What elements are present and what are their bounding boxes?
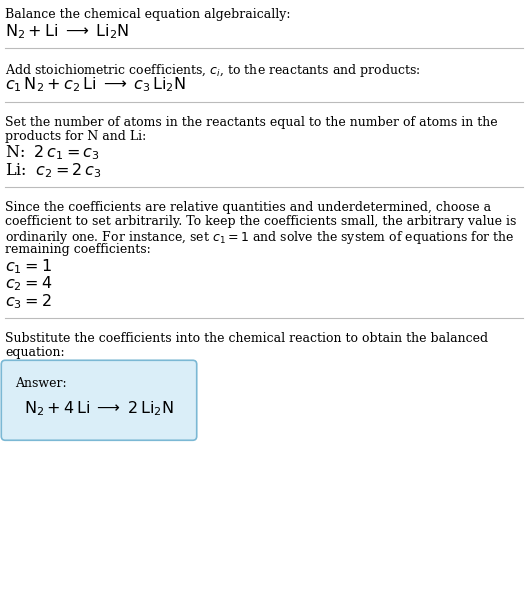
Text: Substitute the coefficients into the chemical reaction to obtain the balanced: Substitute the coefficients into the che… [5,332,488,345]
Text: $c_1 = 1$: $c_1 = 1$ [5,257,52,276]
Text: Li: $\;c_2 = 2\,c_3$: Li: $\;c_2 = 2\,c_3$ [5,161,101,180]
Text: ordinarily one. For instance, set $c_1 = 1$ and solve the system of equations fo: ordinarily one. For instance, set $c_1 =… [5,229,515,246]
Text: products for N and Li:: products for N and Li: [5,129,147,143]
Text: remaining coefficients:: remaining coefficients: [5,243,151,256]
Text: Add stoichiometric coefficients, $c_i$, to the reactants and products:: Add stoichiometric coefficients, $c_i$, … [5,62,421,79]
Text: $c_1\,\mathrm{N_2} + c_2\,\mathrm{Li} \;\longrightarrow\; c_3\,\mathrm{Li_2N}$: $c_1\,\mathrm{N_2} + c_2\,\mathrm{Li} \;… [5,76,186,94]
Text: $\mathrm{N_2 + Li \;\longrightarrow\; Li_2N}$: $\mathrm{N_2 + Li \;\longrightarrow\; Li… [5,22,129,41]
Text: equation:: equation: [5,346,65,359]
Text: Since the coefficients are relative quantities and underdetermined, choose a: Since the coefficients are relative quan… [5,201,492,214]
Text: N: $\;2\,c_1 = c_3$: N: $\;2\,c_1 = c_3$ [5,143,100,162]
Text: $\mathrm{N_2 + 4\,Li \;\longrightarrow\; 2\,Li_2N}$: $\mathrm{N_2 + 4\,Li \;\longrightarrow\;… [24,399,174,418]
Text: $c_2 = 4$: $c_2 = 4$ [5,275,52,293]
Text: Answer:: Answer: [15,377,67,390]
Text: $c_3 = 2$: $c_3 = 2$ [5,293,52,312]
Text: Set the number of atoms in the reactants equal to the number of atoms in the: Set the number of atoms in the reactants… [5,116,498,129]
Text: Balance the chemical equation algebraically:: Balance the chemical equation algebraica… [5,8,291,21]
FancyBboxPatch shape [1,360,197,440]
Text: coefficient to set arbitrarily. To keep the coefficients small, the arbitrary va: coefficient to set arbitrarily. To keep … [5,215,517,228]
